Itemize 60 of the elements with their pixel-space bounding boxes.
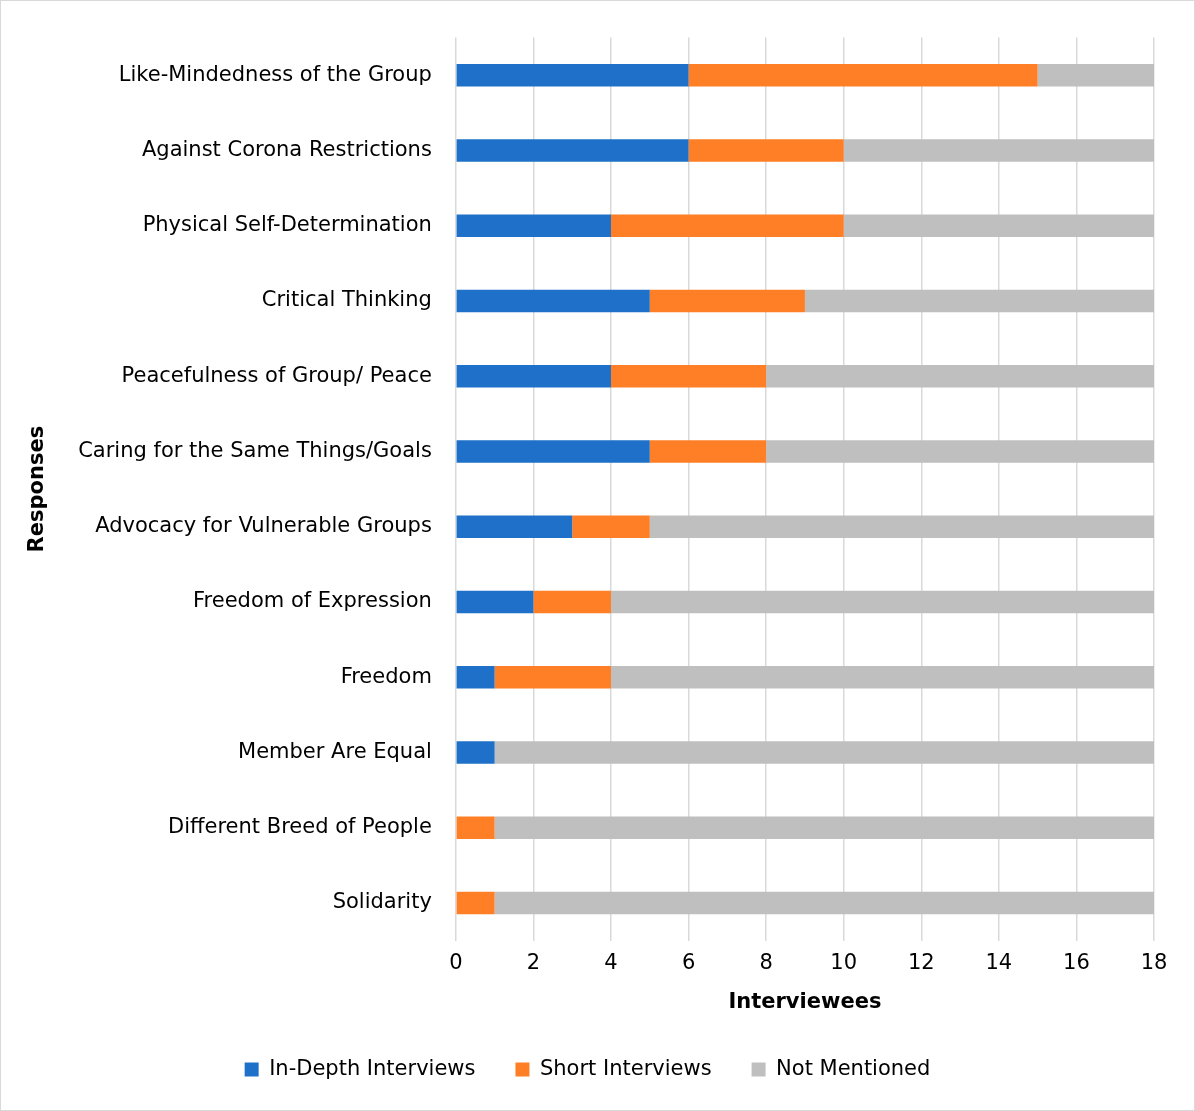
bar: [649, 515, 1154, 539]
y-tick-label: Against Corona Restrictions: [141, 136, 432, 161]
y-tick-label: Critical Thinking: [261, 287, 432, 312]
y-tick-label: Advocacy for Vulnerable Groups: [95, 513, 432, 538]
bar: [766, 364, 1154, 388]
y-tick-label: Member Are Equal: [238, 738, 432, 763]
bar: [494, 665, 611, 689]
bar: [649, 440, 767, 463]
bar: [456, 741, 495, 764]
bar: [456, 214, 611, 238]
y-tick-label: Different Breed of People: [168, 814, 432, 839]
legend-label: Short Interviews: [539, 1055, 712, 1080]
x-tick-label: 2: [526, 949, 541, 974]
bar: [494, 891, 1154, 915]
x-tick-label: 0: [449, 949, 463, 974]
y-tick-label: Physical Self-Determination: [142, 212, 432, 237]
x-tick-label: 10: [830, 949, 858, 974]
bar: [610, 214, 844, 238]
bar: [456, 665, 495, 689]
y-tick-label: Freedom of Expression: [193, 588, 432, 613]
x-tick-label: 18: [1140, 949, 1168, 974]
bar: [572, 515, 650, 539]
bar: [843, 214, 1154, 238]
bar: [456, 139, 689, 162]
x-tick-label: 8: [759, 949, 773, 974]
legend-label: Not Mentioned: [776, 1055, 931, 1080]
bar: [494, 741, 1154, 764]
bar: [494, 816, 1154, 840]
bar: [456, 364, 611, 388]
bar: [610, 364, 767, 388]
x-tick-label: 6: [681, 949, 696, 974]
bar: [688, 139, 844, 162]
y-axis-title: Responses: [24, 425, 49, 553]
y-tick-label: Caring for the Same Things/Goals: [78, 437, 432, 462]
x-tick-label: 16: [1063, 949, 1090, 974]
legend-label: In-Depth Interviews: [269, 1055, 476, 1080]
bar: [610, 590, 1154, 614]
y-tick-label: Solidarity: [332, 889, 432, 914]
x-axis-title: Interviewees: [728, 988, 882, 1013]
bar: [456, 590, 534, 614]
bar: [688, 63, 1038, 87]
bar: [610, 665, 1154, 689]
bar: [804, 289, 1154, 313]
y-tick-label: Peacefulness of Group/ Peace: [121, 362, 432, 387]
x-tick-label: 12: [907, 949, 935, 974]
bar: [456, 440, 650, 463]
bar: [533, 590, 611, 614]
bar: [843, 139, 1154, 162]
y-tick-label: Freedom: [340, 663, 432, 688]
bar: [1037, 63, 1154, 87]
bar: [456, 891, 495, 915]
bar: [456, 816, 495, 840]
x-tick-label: 14: [985, 949, 1013, 974]
bar: [649, 289, 805, 313]
bar: [766, 440, 1154, 463]
bar: [456, 289, 650, 313]
x-tick-label: 4: [604, 949, 618, 974]
y-tick-label: Like-Mindedness of the Group: [118, 61, 432, 86]
bar: [456, 63, 689, 87]
bar: [456, 515, 573, 539]
